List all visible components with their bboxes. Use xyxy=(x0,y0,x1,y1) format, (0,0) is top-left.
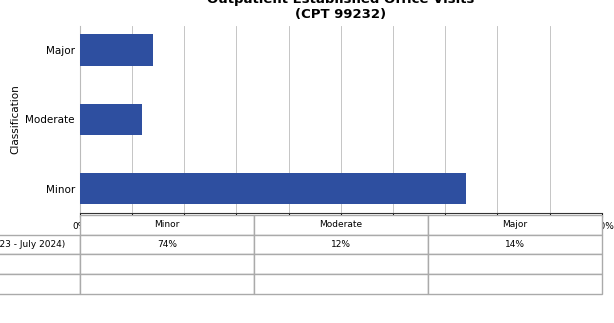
Y-axis label: Classification: Classification xyxy=(10,85,20,154)
Bar xyxy=(80,104,142,135)
Title: Evaluation and Management services
Outpatient Established Office Visits
(CPT 992: Evaluation and Management services Outpa… xyxy=(201,0,481,20)
Bar xyxy=(80,34,153,66)
Bar xyxy=(80,173,466,204)
